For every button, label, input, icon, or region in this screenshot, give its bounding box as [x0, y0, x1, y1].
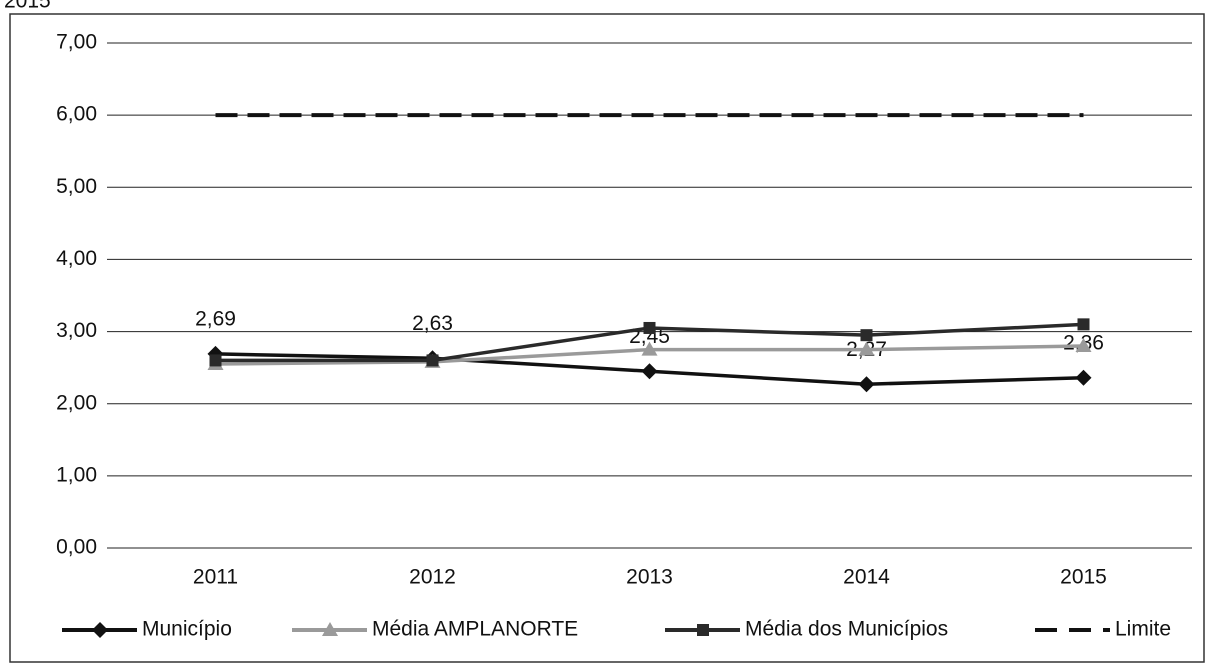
- x-tick-label: 2015: [1060, 566, 1107, 589]
- y-tick-label: 6,00: [56, 103, 97, 126]
- point: [1075, 369, 1092, 386]
- chart-frame: [9, 13, 1205, 663]
- legend-marker: [92, 622, 108, 638]
- x-tick-label: 2014: [843, 566, 890, 589]
- legend-marker: [322, 622, 338, 636]
- legend-label: Limite: [1115, 618, 1171, 641]
- y-tick-label: 4,00: [56, 247, 97, 270]
- point: [641, 341, 658, 356]
- point: [860, 329, 873, 342]
- y-tick-label: 2,00: [56, 391, 97, 414]
- point: [209, 354, 222, 367]
- chart-title: 2015: [4, 0, 51, 13]
- point: [858, 376, 875, 393]
- legend-label: Município: [142, 618, 232, 641]
- legend-label: Média AMPLANORTE: [372, 618, 578, 641]
- data-label: 2,69: [195, 307, 236, 330]
- point: [1077, 318, 1090, 331]
- y-tick-label: 0,00: [56, 536, 97, 559]
- y-tick-label: 7,00: [56, 31, 97, 54]
- y-tick-label: 5,00: [56, 175, 97, 198]
- point: [426, 354, 439, 367]
- x-tick-label: 2013: [626, 566, 673, 589]
- data-label: 2,63: [412, 312, 453, 335]
- x-tick-label: 2012: [409, 566, 456, 589]
- y-tick-label: 3,00: [56, 319, 97, 342]
- x-tick-label: 2011: [193, 566, 238, 589]
- point: [1075, 338, 1092, 352]
- point: [641, 363, 658, 380]
- point: [858, 341, 875, 356]
- legend-label: Média dos Municípios: [745, 618, 948, 641]
- y-tick-label: 1,00: [56, 463, 97, 486]
- point: [643, 321, 656, 334]
- legend-marker: [697, 624, 709, 636]
